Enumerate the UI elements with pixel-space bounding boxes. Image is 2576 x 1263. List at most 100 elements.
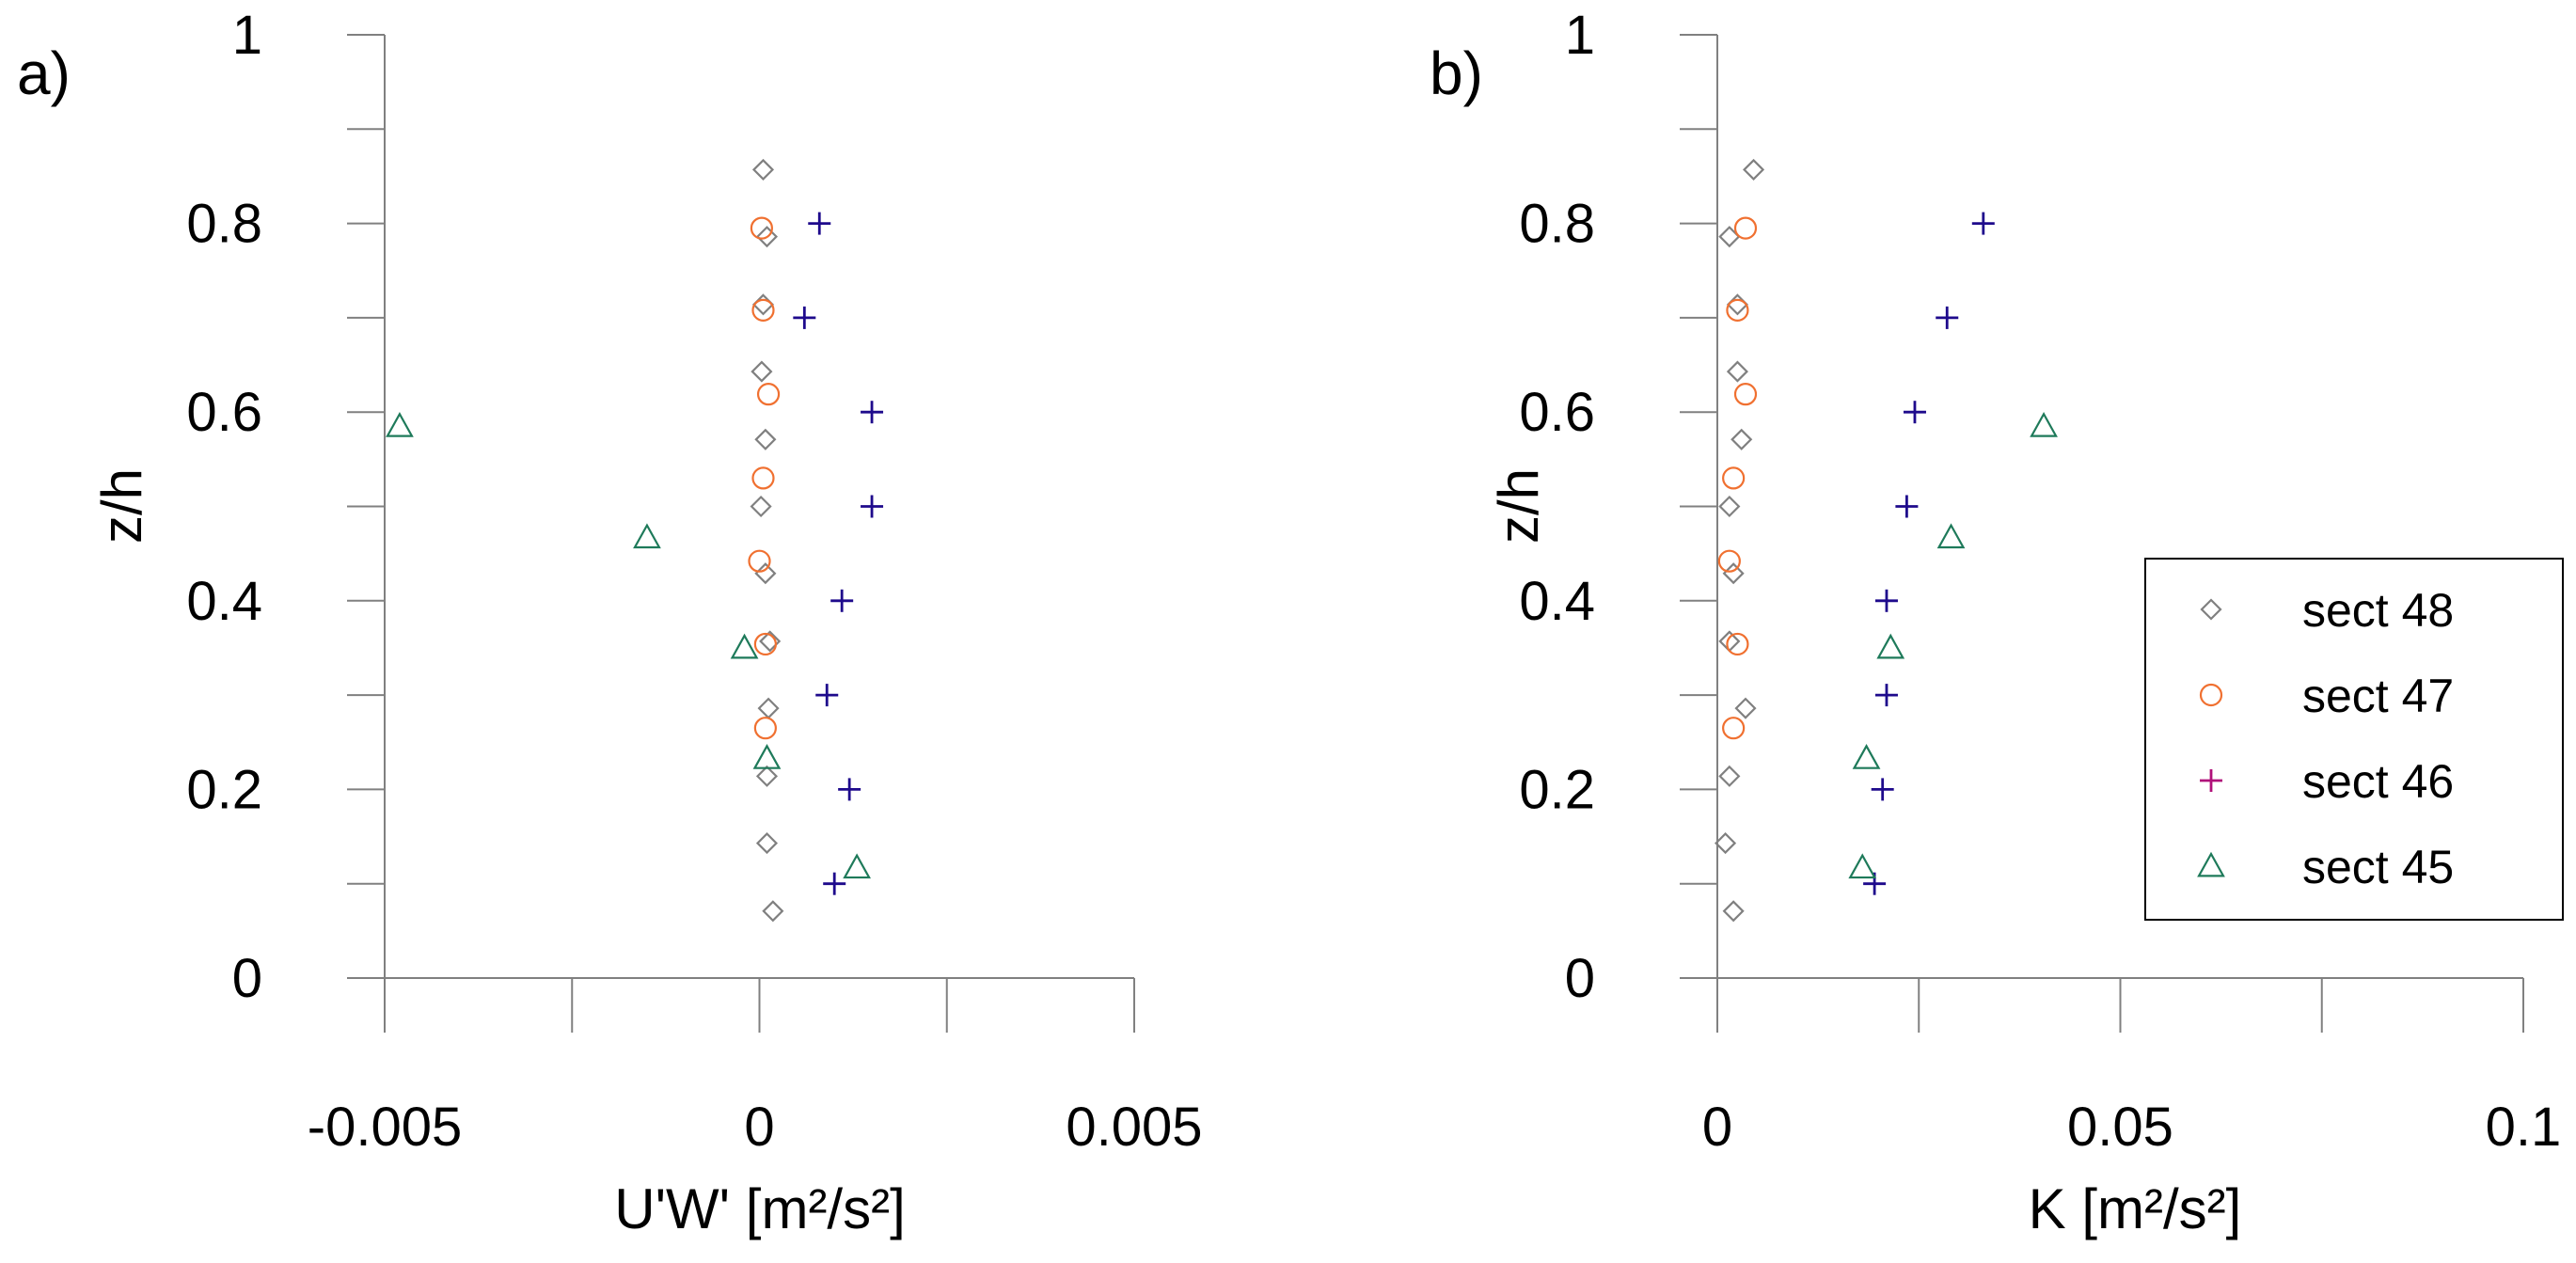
panel-b-data-points (1715, 158, 2058, 923)
legend-marker-sect-48 (2200, 598, 2222, 621)
data-point-sect-46 (1936, 306, 1959, 329)
data-point-sect-45 (386, 411, 414, 437)
data-point-sect-45 (1876, 633, 1905, 659)
data-point-sect-48 (1715, 832, 1737, 855)
legend: sect 48 sect 47 sect 46 sect 45 (2144, 558, 2564, 921)
panel-b-y-tick-label: 0.8 (1519, 194, 1595, 255)
panel-b-y-tick-label: 1 (1565, 5, 1595, 66)
data-point-sect-47 (748, 549, 771, 573)
legend-marker-sect-45 (2197, 851, 2225, 877)
data-point-sect-48 (750, 495, 772, 518)
data-point-sect-46 (830, 589, 854, 612)
panel-b-y-tick-labels: 0 0.2 0.4 0.6 0.8 1 (1519, 5, 1595, 1009)
data-point-sect-45 (843, 853, 871, 879)
panel-a-y-axis-title: z/h (90, 468, 153, 544)
panel-b-y-tick-label: 0.6 (1519, 382, 1595, 443)
data-point-sect-46 (793, 306, 816, 329)
data-point-sect-48 (757, 697, 780, 719)
panel-b-y-tick-label: 0.4 (1519, 571, 1595, 632)
data-point-sect-45 (1848, 853, 1877, 879)
data-point-sect-48 (754, 428, 777, 450)
panel-b: b) 0 0.2 0.4 0.6 0.8 1 0 0.05 0.1 K [m²/s²] z/h… (1430, 5, 2564, 1240)
data-point-sect-46 (1895, 495, 1919, 518)
data-point-sect-47 (751, 298, 775, 322)
data-point-sect-46 (1874, 684, 1898, 707)
data-point-sect-46 (1871, 778, 1894, 801)
data-point-sect-45 (1852, 744, 1881, 769)
data-point-sect-47 (1722, 466, 1746, 490)
data-point-sect-47 (1722, 717, 1746, 740)
data-point-sect-45 (1936, 523, 1966, 549)
data-point-sect-47 (751, 466, 775, 490)
data-point-sect-45 (2030, 411, 2058, 437)
data-point-sect-47 (1733, 216, 1758, 240)
panel-a-y-tick-labels: 0 0.2 0.4 0.6 0.8 1 (186, 5, 262, 1009)
panel-a-data-points (386, 158, 884, 923)
data-point-sect-46 (1903, 401, 1926, 424)
panel-b-y-axis-title: z/h (1487, 468, 1550, 544)
legend-label-sect-48: sect 48 (2302, 584, 2454, 637)
data-point-sect-47 (753, 717, 777, 740)
panel-a-y-tick-label: 0 (232, 948, 262, 1009)
data-point-sect-46 (1874, 589, 1898, 612)
data-point-sect-48 (751, 360, 773, 383)
data-point-sect-46 (1971, 212, 1995, 235)
data-point-sect-48 (751, 158, 775, 181)
data-point-sect-48 (1731, 428, 1753, 450)
data-point-sect-48 (1734, 697, 1757, 719)
data-point-sect-48 (1743, 158, 1765, 181)
panel-a-x-ticks (384, 978, 1135, 1033)
data-point-sect-48 (1718, 765, 1741, 787)
data-point-sect-48 (755, 765, 779, 787)
panel-a-y-tick-label: 0.2 (186, 759, 262, 820)
data-point-sect-48 (755, 832, 779, 855)
panel-a-x-axis-title: U'W' [m²/s²] (614, 1177, 906, 1240)
data-point-sect-47 (1726, 632, 1749, 656)
legend-marker-sect-47 (2199, 683, 2223, 707)
panel-b-x-tick-labels: 0 0.05 0.1 (1702, 1097, 2561, 1158)
panel-b-x-tick-label: 0.1 (2486, 1097, 2562, 1158)
data-point-sect-47 (756, 383, 781, 406)
legend-label-sect-47: sect 47 (2302, 670, 2454, 722)
data-point-sect-47 (1717, 549, 1741, 573)
panel-a-y-tick-label: 1 (232, 5, 262, 66)
panel-a-x-tick-label: 0 (744, 1097, 774, 1158)
panel-a-y-tick-label: 0.6 (186, 382, 262, 443)
data-point-sect-46 (861, 401, 884, 424)
panel-b-label: b) (1430, 39, 1483, 107)
panel-b-y-tick-label: 0.2 (1519, 759, 1595, 820)
data-point-sect-46 (861, 495, 884, 518)
data-point-sect-48 (762, 900, 784, 923)
data-point-sect-48 (754, 562, 777, 585)
data-point-sect-47 (1726, 298, 1749, 322)
panel-a-y-ticks (347, 34, 385, 979)
legend-marker-sect-46 (2200, 769, 2222, 792)
data-point-sect-45 (633, 523, 661, 549)
panel-a: a) 0 0.2 0.4 0.6 0.8 1 -0.005 0 0.005 U'W' [m²/… (17, 5, 1203, 1240)
legend-label-sect-45: sect 45 (2302, 841, 2454, 893)
data-point-sect-47 (750, 216, 773, 240)
panel-b-y-ticks (1680, 34, 1717, 979)
data-point-sect-46 (815, 684, 839, 707)
panel-b-x-ticks (1716, 978, 2524, 1033)
data-point-sect-45 (730, 633, 759, 659)
data-point-sect-48 (1718, 495, 1741, 518)
data-point-sect-46 (838, 778, 861, 801)
data-point-sect-46 (808, 212, 831, 235)
legend-markers (2197, 598, 2225, 877)
data-point-sect-48 (1726, 293, 1748, 316)
data-point-sect-48 (1722, 562, 1745, 585)
data-point-sect-48 (1726, 360, 1748, 383)
panel-a-x-tick-label: -0.005 (308, 1097, 462, 1158)
legend-label-sect-46: sect 46 (2302, 755, 2454, 808)
data-point-sect-48 (751, 293, 775, 316)
data-point-sect-48 (759, 630, 782, 653)
data-point-sect-47 (753, 632, 777, 656)
data-point-sect-48 (1722, 900, 1745, 923)
panel-b-x-axis-title: K [m²/s²] (2029, 1177, 2242, 1240)
data-point-sect-46 (823, 872, 846, 895)
panel-a-x-tick-label: 0.005 (1066, 1097, 1202, 1158)
panel-b-x-tick-label: 0 (1702, 1097, 1732, 1158)
data-point-sect-48 (755, 226, 779, 248)
